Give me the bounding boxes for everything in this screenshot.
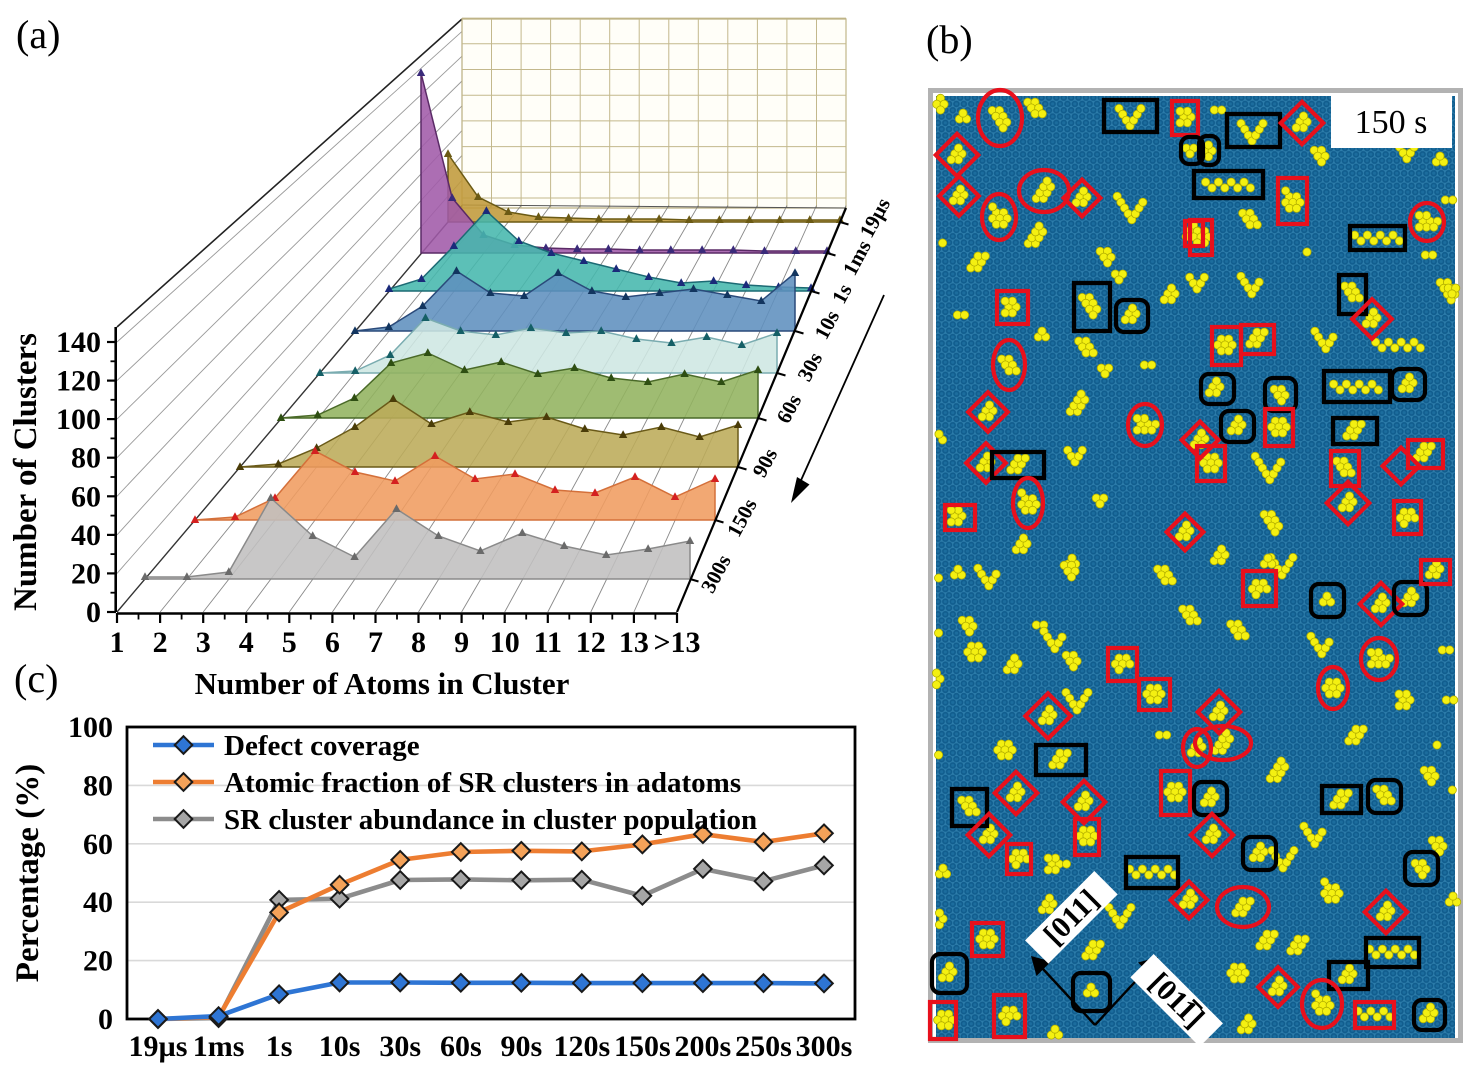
svg-text:4: 4 — [239, 626, 254, 659]
svg-text:20: 20 — [83, 945, 113, 978]
svg-text:120: 120 — [56, 365, 101, 398]
svg-text:1ms: 1ms — [193, 1030, 245, 1063]
svg-text:60: 60 — [71, 480, 101, 513]
svg-text:60s: 60s — [771, 390, 806, 427]
svg-text:60s: 60s — [440, 1030, 482, 1063]
svg-text:100: 100 — [56, 403, 101, 436]
svg-text:300s: 300s — [796, 1030, 853, 1063]
svg-text:2: 2 — [153, 626, 168, 659]
svg-text:80: 80 — [71, 442, 101, 475]
svg-text:30s: 30s — [379, 1030, 421, 1063]
svg-text:Number of Atoms in Cluster: Number of Atoms in Cluster — [195, 666, 570, 701]
svg-text:(a): (a) — [16, 12, 60, 57]
svg-text:10s: 10s — [809, 306, 844, 343]
svg-text:(b): (b) — [926, 17, 973, 62]
svg-text:40: 40 — [83, 886, 113, 919]
svg-text:120s: 120s — [553, 1030, 610, 1063]
svg-text:6: 6 — [325, 626, 340, 659]
svg-text:>13: >13 — [653, 626, 700, 659]
svg-text:30s: 30s — [792, 348, 827, 385]
svg-text:200s: 200s — [675, 1030, 732, 1063]
svg-text:19µs: 19µs — [129, 1030, 188, 1063]
svg-text:9: 9 — [454, 626, 469, 659]
svg-text:10s: 10s — [319, 1030, 361, 1063]
svg-text:Atomic fraction of SR clusters: Atomic fraction of SR clusters in adatom… — [224, 767, 741, 799]
svg-text:Defect coverage: Defect coverage — [224, 730, 420, 762]
svg-text:60: 60 — [83, 828, 113, 861]
svg-text:40: 40 — [71, 519, 101, 552]
svg-text:Percentage (%): Percentage (%) — [10, 764, 46, 982]
svg-text:7: 7 — [368, 626, 383, 659]
svg-text:90s: 90s — [500, 1030, 542, 1063]
svg-text:8: 8 — [411, 626, 426, 659]
svg-text:3: 3 — [196, 626, 211, 659]
svg-text:Number of Clusters: Number of Clusters — [8, 333, 44, 611]
svg-text:100: 100 — [68, 711, 113, 744]
svg-text:80: 80 — [83, 769, 113, 802]
svg-text:90s: 90s — [747, 444, 782, 481]
svg-text:1ms: 1ms — [838, 236, 876, 279]
svg-text:0: 0 — [86, 596, 101, 629]
svg-text:150s: 150s — [614, 1030, 671, 1063]
svg-text:150 s: 150 s — [1355, 104, 1428, 141]
svg-text:1: 1 — [110, 626, 125, 659]
svg-text:19µs: 19µs — [855, 194, 896, 242]
svg-text:1s: 1s — [827, 280, 857, 308]
svg-text:11: 11 — [534, 626, 562, 659]
svg-text:12: 12 — [576, 626, 606, 659]
svg-text:5: 5 — [282, 626, 297, 659]
svg-text:250s: 250s — [735, 1030, 792, 1063]
svg-text:150s: 150s — [722, 495, 762, 541]
svg-text:13: 13 — [619, 626, 649, 659]
svg-text:1s: 1s — [266, 1030, 293, 1063]
svg-text:SR cluster abundance in cluste: SR cluster abundance in cluster populati… — [224, 804, 757, 836]
svg-text:300s: 300s — [696, 551, 736, 597]
svg-text:(c): (c) — [14, 656, 58, 701]
svg-text:20: 20 — [71, 557, 101, 590]
svg-text:0: 0 — [98, 1003, 113, 1036]
svg-text:140: 140 — [56, 326, 101, 359]
svg-text:10: 10 — [490, 626, 520, 659]
